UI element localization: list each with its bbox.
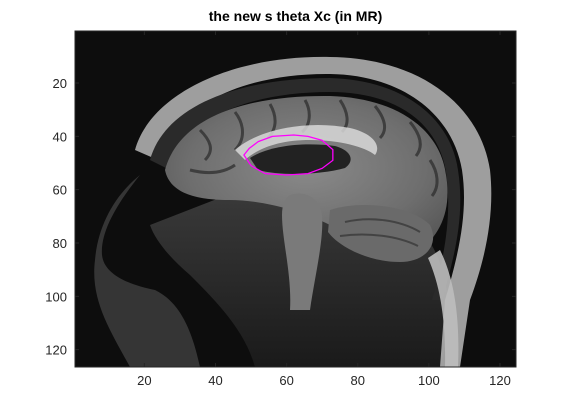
y-tick-label: 80	[53, 236, 67, 251]
x-tick-label: 80	[351, 373, 365, 388]
y-tick-label: 60	[53, 183, 67, 198]
x-tick-label: 120	[489, 373, 511, 388]
y-tick-label: 20	[53, 76, 67, 91]
y-tick-label: 100	[45, 289, 67, 304]
x-tick-label: 100	[418, 373, 440, 388]
mr-brain-image	[75, 31, 516, 367]
y-tick-label: 120	[45, 343, 67, 358]
figure-title: the new s theta Xc (in MR)	[208, 8, 383, 24]
x-tick-label: 40	[208, 373, 222, 388]
x-tick-label: 60	[279, 373, 293, 388]
contour-outline	[243, 134, 334, 176]
y-axis: 20 40 60 80 100 120	[45, 76, 516, 358]
x-axis: 20 40 60 80 100 120	[137, 31, 511, 388]
x-tick-label: 20	[137, 373, 151, 388]
axes-frame	[74, 30, 517, 368]
y-tick-label: 40	[53, 129, 67, 144]
